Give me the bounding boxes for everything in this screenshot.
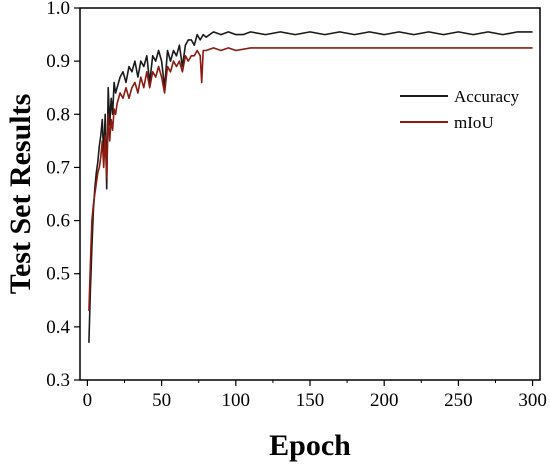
y-tick-label: 0.4 xyxy=(46,317,70,338)
x-tick-label: 100 xyxy=(222,390,251,411)
x-tick-label: 250 xyxy=(444,390,473,411)
series-layer xyxy=(88,31,533,343)
legend: Accuracy mIoU xyxy=(400,87,520,132)
y-axis-title: Test Set Results xyxy=(4,94,37,295)
y-tick-label: 0.5 xyxy=(46,264,70,285)
y-tick-label: 0.7 xyxy=(46,157,70,178)
ticks-layer: 0 50 100 150 200 250 300 0.3 0.4 0.5 0.6 0.7 0.8 0.9 1… xyxy=(46,0,547,411)
legend-label-miou: mIoU xyxy=(454,113,494,132)
series-line-miou xyxy=(88,47,533,311)
x-tick-label: 0 xyxy=(83,390,93,411)
legend-label-accuracy: Accuracy xyxy=(454,87,520,106)
y-tick-label: 0.8 xyxy=(46,104,70,125)
x-tick-label: 50 xyxy=(152,390,171,411)
y-tick-label: 1.0 xyxy=(46,0,70,19)
y-tick-label: 0.9 xyxy=(46,51,70,72)
x-tick-label: 300 xyxy=(518,390,547,411)
y-tick-label: 0.6 xyxy=(46,211,70,232)
y-tick-label: 0.3 xyxy=(46,370,70,391)
x-tick-label: 200 xyxy=(370,390,399,411)
x-axis-title: Epoch xyxy=(269,429,351,462)
x-tick-label: 150 xyxy=(296,390,325,411)
